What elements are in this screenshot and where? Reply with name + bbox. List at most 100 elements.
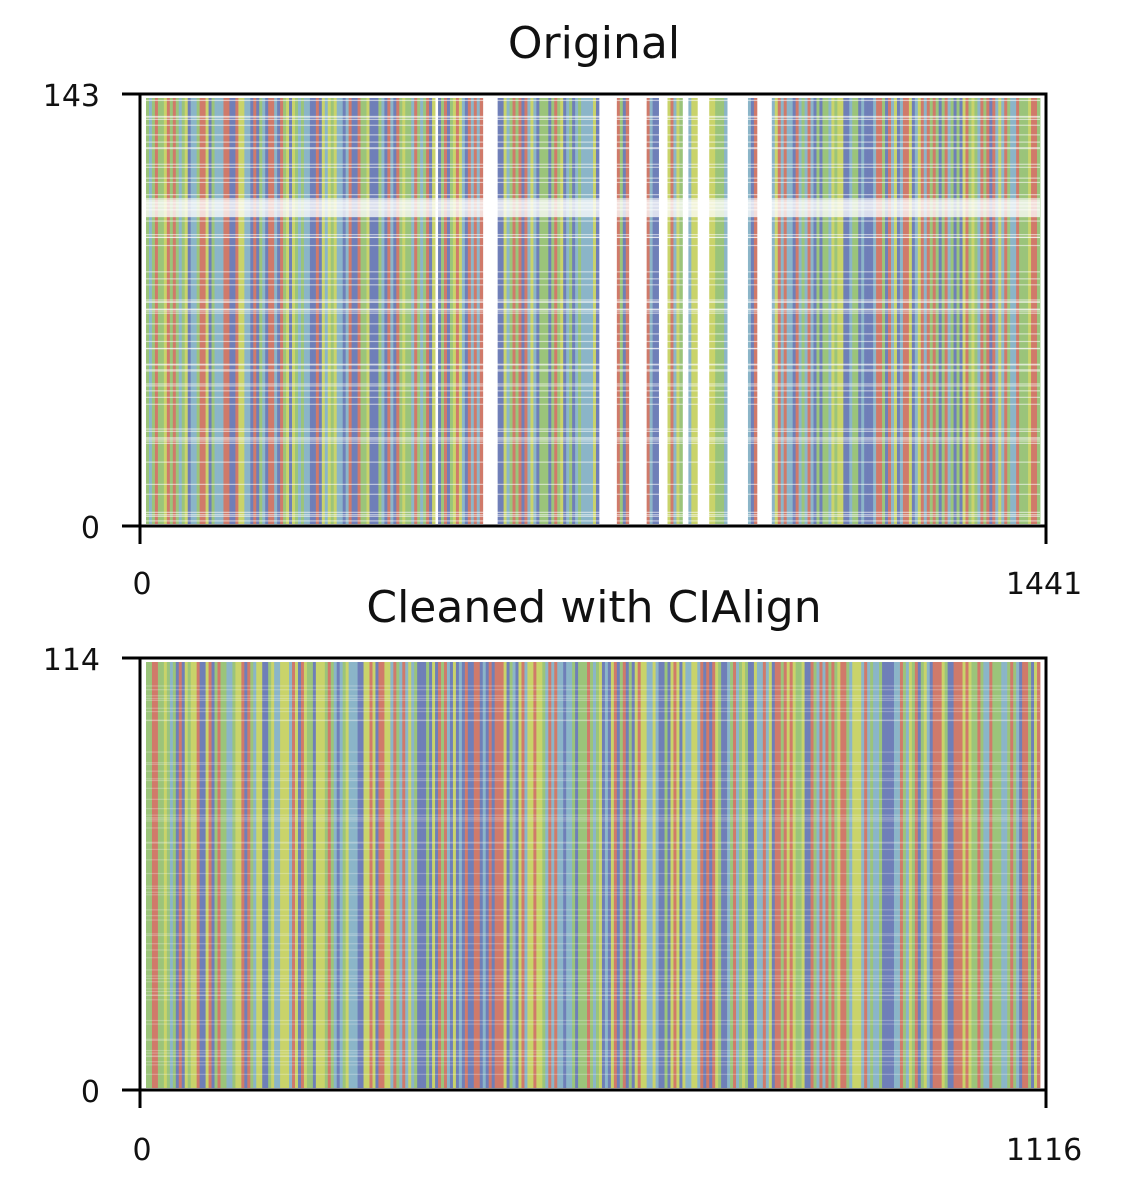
heatmap-column [926, 662, 931, 1088]
row-separator [146, 977, 1040, 980]
heatmap-column [578, 662, 582, 1088]
row-separator [146, 969, 1040, 971]
row-separator [146, 994, 1040, 996]
heatmap-column [858, 662, 862, 1088]
row-separator [146, 719, 1040, 721]
row-separator [146, 515, 1040, 517]
row-separator [146, 333, 1040, 335]
heatmap-column [405, 662, 409, 1088]
heatmap-column [622, 662, 627, 1088]
heatmap-column [411, 662, 415, 1088]
heatmap-column [685, 662, 689, 1088]
heatmap-column [497, 662, 502, 1088]
heatmap-column [452, 662, 457, 1088]
heatmap-column [694, 662, 698, 1088]
heatmap-column [983, 662, 987, 1088]
heatmap-column [742, 662, 746, 1088]
row-separator [146, 438, 1040, 440]
heatmap-column [205, 662, 209, 1088]
row-separator [146, 699, 1040, 701]
heatmap-column [703, 662, 707, 1088]
heatmap-column [590, 662, 594, 1088]
heatmap-column [873, 662, 877, 1088]
row-separator [146, 808, 1040, 810]
heatmap-column [801, 662, 805, 1088]
heatmap-column [315, 662, 320, 1088]
heatmap-column [297, 662, 302, 1088]
heatmap-column [834, 662, 838, 1088]
heatmap-column [193, 662, 198, 1088]
row-separator [146, 116, 1040, 118]
heatmap-column [923, 662, 928, 1088]
heatmap-column [151, 662, 156, 1088]
heatmap-column [724, 662, 728, 1088]
heatmap-column [747, 662, 752, 1088]
x-tick-label-max: 1441 [1006, 567, 1082, 602]
heatmap-column [995, 662, 999, 1088]
row-separator [146, 1052, 1040, 1054]
heatmap-column [759, 662, 764, 1088]
heatmap-column [855, 662, 859, 1088]
heatmap-column [1019, 662, 1023, 1088]
heatmap-column [619, 662, 624, 1088]
heatmap-column [202, 662, 206, 1088]
heatmap-column [891, 662, 895, 1088]
heatmap-column [709, 662, 713, 1088]
row-separator [146, 763, 1040, 765]
heatmap-column [670, 662, 674, 1088]
heatmap-column [1016, 662, 1020, 1088]
row-separator [146, 118, 1040, 121]
row-separator [146, 166, 1040, 168]
heatmap-column [283, 662, 287, 1088]
heatmap-column [762, 662, 767, 1088]
heatmap-column [187, 662, 192, 1088]
row-separator [146, 147, 1040, 149]
row-separator [146, 872, 1040, 875]
heatmap-column [971, 662, 975, 1088]
row-separator [146, 988, 1040, 990]
row-separator [146, 975, 1040, 977]
heatmap-cells [146, 98, 1041, 524]
heatmap-column [932, 662, 937, 1088]
heatmap-column [658, 662, 662, 1088]
heatmap-column [616, 662, 621, 1088]
row-separator [146, 163, 1040, 165]
heatmap-column [584, 662, 588, 1088]
row-separator [146, 934, 1040, 937]
row-separator [146, 301, 1040, 303]
row-separator [146, 770, 1040, 772]
heatmap-column [306, 662, 311, 1088]
heatmap-column [581, 662, 585, 1088]
row-separator [146, 689, 1040, 691]
x-tick-label-max: 1116 [1006, 1133, 1082, 1168]
row-separator [146, 697, 1040, 700]
heatmap-column [673, 662, 677, 1088]
row-separator [146, 271, 1040, 273]
heatmap-column [837, 662, 841, 1088]
heatmap-column [1022, 662, 1026, 1088]
row-separator [146, 299, 1040, 301]
heatmap-column [214, 662, 218, 1088]
heatmap-column [941, 662, 946, 1088]
heatmap-column [661, 662, 665, 1088]
row-separator [146, 370, 1040, 372]
heatmap-column [610, 662, 615, 1088]
heatmap-column [631, 662, 636, 1088]
heatmap-column [360, 662, 364, 1088]
x-tick-label-min: 0 [132, 567, 151, 602]
heatmap-column [908, 662, 913, 1088]
heatmap-column [163, 662, 168, 1088]
row-separator [146, 1061, 1040, 1063]
row-separator [146, 1049, 1040, 1052]
row-separator [146, 798, 1040, 800]
row-separator [146, 202, 1040, 204]
heatmap-column [515, 662, 519, 1088]
heatmap-column [363, 662, 367, 1088]
row-separator [146, 1019, 1040, 1022]
heatmap-column [712, 662, 716, 1088]
heatmap-column [947, 662, 951, 1088]
heatmap-column [810, 662, 814, 1088]
row-separator [146, 177, 1040, 179]
heatmap-column [870, 662, 874, 1088]
heatmap-column [482, 662, 487, 1088]
